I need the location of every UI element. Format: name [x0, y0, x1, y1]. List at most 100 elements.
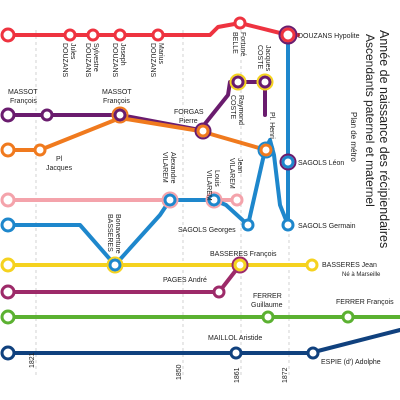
svg-text:Joseph: Joseph [119, 43, 126, 66]
svg-text:Louis: Louis [213, 170, 220, 187]
title-line2: Ascendants paternel et maternel [363, 34, 377, 207]
station-douzans-hypolite [280, 27, 296, 43]
station-start-orange [0, 142, 16, 158]
label-maillol-aristide: MAILLOL Aristide [208, 335, 262, 342]
station-vilarem-louis [207, 193, 221, 207]
interchange-vilarem-alexandre-ring [161, 191, 179, 209]
svg-text:COSTE: COSTE [256, 45, 263, 69]
station-ferrer-guillaume [261, 310, 275, 324]
station-vilarem-jean [230, 193, 244, 207]
year-tick-1850: 1850 [176, 364, 183, 380]
svg-text:Jean: Jean [236, 158, 243, 173]
label-basseres-francois: BASSERES François [210, 251, 277, 258]
svg-text:Jules: Jules [69, 43, 76, 60]
svg-text:BASSERES: BASSERES [106, 214, 113, 252]
station-pl-henri [259, 143, 273, 157]
svg-text:DOUZANS: DOUZANS [149, 43, 156, 78]
interchange-pl-henri-ring [257, 141, 275, 159]
line-navy [4, 328, 400, 355]
svg-text:Né à Marseille: Né à Marseille [342, 272, 381, 278]
station-massot-francois-2 [113, 108, 127, 122]
year-tick-1821: 1821 [29, 352, 36, 368]
svg-text:François: François [103, 98, 130, 105]
label-forgas-pierre: FORGAS Pierre [174, 109, 204, 125]
svg-text:MASSOT: MASSOT [8, 89, 38, 96]
svg-text:VILAREM: VILAREM [228, 158, 235, 189]
svg-text:Pierre: Pierre [179, 118, 198, 125]
label-ferrer-francois: FERRER François [336, 299, 394, 306]
svg-text:VILAREM: VILAREM [205, 170, 212, 201]
label-pl-jacques: Pl Jacques [46, 156, 73, 172]
label-douzans-marius: DOUZANS Marius [149, 43, 164, 78]
svg-text:Pl. Henri: Pl. Henri [268, 112, 275, 139]
label-basseres-jean: BASSERES Jean Né à Marseille [322, 262, 381, 278]
svg-text:Bonaventure: Bonaventure [114, 214, 121, 254]
svg-text:Jacques: Jacques [46, 165, 73, 172]
label-massot-francois-1: MASSOT François [8, 89, 38, 105]
svg-text:FORGAS: FORGAS [174, 109, 204, 116]
line-orange [4, 116, 268, 152]
svg-text:Fortuné: Fortuné [239, 32, 246, 56]
label-massot-francois-2: MASSOT François [102, 89, 132, 105]
station-belle-fortune [233, 16, 247, 30]
svg-text:BELLE: BELLE [231, 32, 238, 54]
interchange-basseres-bonaventure-ring [106, 256, 124, 274]
station-start-yellow [0, 257, 16, 273]
interchange-pages-andre-ring [231, 256, 249, 274]
station-massot-francois-1 [40, 108, 54, 122]
station-vilarem-alexandre [163, 193, 177, 207]
station-basseres-bonaventure [108, 258, 122, 272]
station-basseres-jean [305, 258, 319, 272]
svg-text:Sylvestre: Sylvestre [92, 43, 99, 72]
interchange-vilarem-louis-ring [205, 191, 223, 209]
title-line1: Année de naissance des récipiendaires [377, 30, 391, 248]
svg-text:FERRER: FERRER [253, 293, 282, 300]
label-ferrer-guillaume: FERRER Guillaume [251, 293, 283, 309]
interchange-coste-jacques-ring [256, 73, 274, 91]
interchange-massot-ring [111, 106, 129, 124]
station-pages-andre [212, 285, 226, 299]
station-start-green [0, 309, 16, 325]
label-pl-henri: Pl. Henri [268, 112, 275, 139]
label-vilarem-jean: VILAREM Jean [228, 158, 243, 189]
svg-text:DOUZANS: DOUZANS [111, 43, 118, 78]
label-sagols-germain: SAGOLS Germain [298, 223, 356, 230]
station-sagols-germain [281, 218, 295, 232]
label-espie-adolphe: ESPIE (d') Adolphe [321, 359, 381, 366]
label-douzans-hypolite: DOUZANS Hypolite [298, 33, 360, 40]
svg-text:Raymond: Raymond [237, 95, 244, 125]
label-vilarem-louis: VILAREM Louis [205, 170, 220, 201]
svg-text:MASSOT: MASSOT [102, 89, 132, 96]
station-basseres-francois [233, 258, 247, 272]
label-vilarem-alexandre: VILAREM Alexandre [161, 152, 176, 184]
label-belle-fortune: BELLE Fortuné [231, 32, 246, 56]
station-douzans-jules [63, 28, 77, 42]
svg-text:VILAREM: VILAREM [161, 152, 168, 183]
station-douzans-joseph [113, 28, 127, 42]
label-sagols-georges: SAGOLS Georges [178, 227, 236, 234]
station-coste-raymond [231, 75, 245, 89]
label-coste-jacques: COSTE Jacques [256, 45, 271, 72]
station-start-pink [0, 192, 16, 208]
station-ferrer-francois [341, 310, 355, 324]
year-tick-1861: 1861 [234, 367, 241, 383]
station-douzans-sylvestre [86, 28, 100, 42]
svg-text:BASSERES Jean: BASSERES Jean [322, 262, 377, 269]
label-coste-raymond: COSTE Raymond [229, 95, 244, 125]
svg-text:Marius: Marius [157, 43, 164, 65]
interchange-coste-raymond-ring [229, 73, 247, 91]
svg-text:Jacques: Jacques [264, 45, 271, 72]
label-douzans-jules: DOUZANS Jules [61, 43, 76, 78]
label-douzans-sylvestre: DOUZANS Sylvestre [84, 43, 99, 78]
svg-text:François: François [10, 98, 37, 105]
svg-text:COSTE: COSTE [229, 95, 236, 119]
svg-text:DOUZANS: DOUZANS [84, 43, 91, 78]
year-tick-1872: 1872 [282, 367, 289, 383]
interchange-forgas-ring [194, 122, 212, 140]
station-coste-jacques [258, 75, 272, 89]
line-purple [4, 80, 267, 132]
station-start-red [0, 27, 16, 43]
interchange-douzans-hypolite-ring [278, 25, 298, 45]
